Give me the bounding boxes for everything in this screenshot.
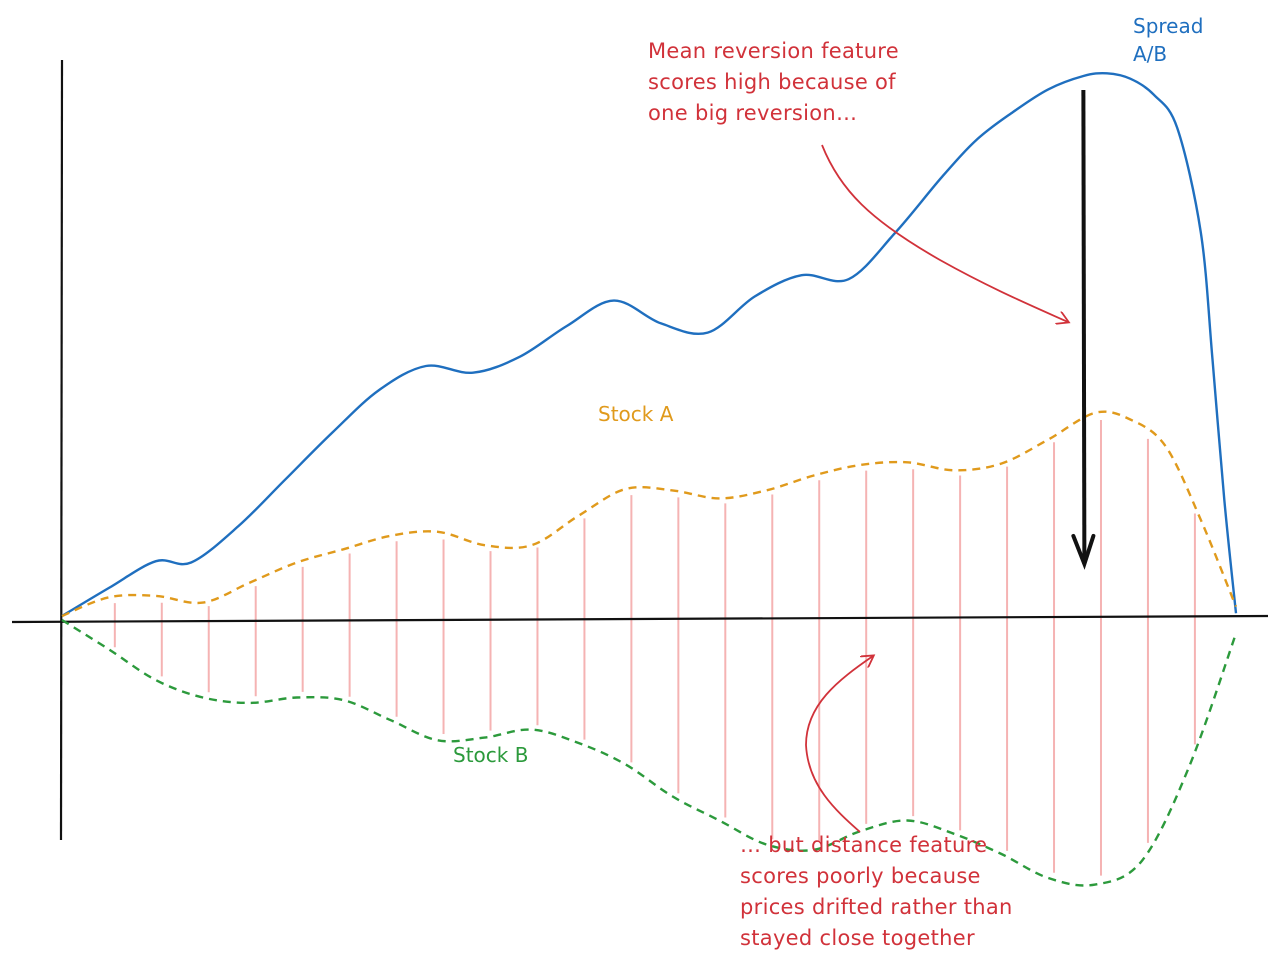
spread-series-label: Spread A/B: [1133, 14, 1204, 66]
reversion-arrow: [1071, 90, 1096, 570]
reversion-arrow-head: [1071, 533, 1096, 570]
x-axis: [11, 614, 1269, 624]
reversion-arrow-shaft: [1081, 90, 1087, 564]
stock-b-series-label: Stock B: [453, 743, 529, 767]
distance-annotation-arrow: [805, 656, 873, 833]
stock-a-series-label: Stock A: [598, 402, 674, 426]
stock-a-line: [61, 410, 1238, 618]
spread-line: [61, 71, 1238, 618]
mean-reversion-annotation: Mean reversion feature scores high becau…: [648, 39, 899, 125]
y-axis: [59, 59, 64, 841]
distance-annotation: … but distance feature scores poorly bec…: [740, 833, 1013, 950]
stock-b-line: [61, 618, 1238, 887]
mean-reversion-annotation-arrow: [821, 144, 1068, 322]
spread-bars: [113, 419, 1196, 876]
